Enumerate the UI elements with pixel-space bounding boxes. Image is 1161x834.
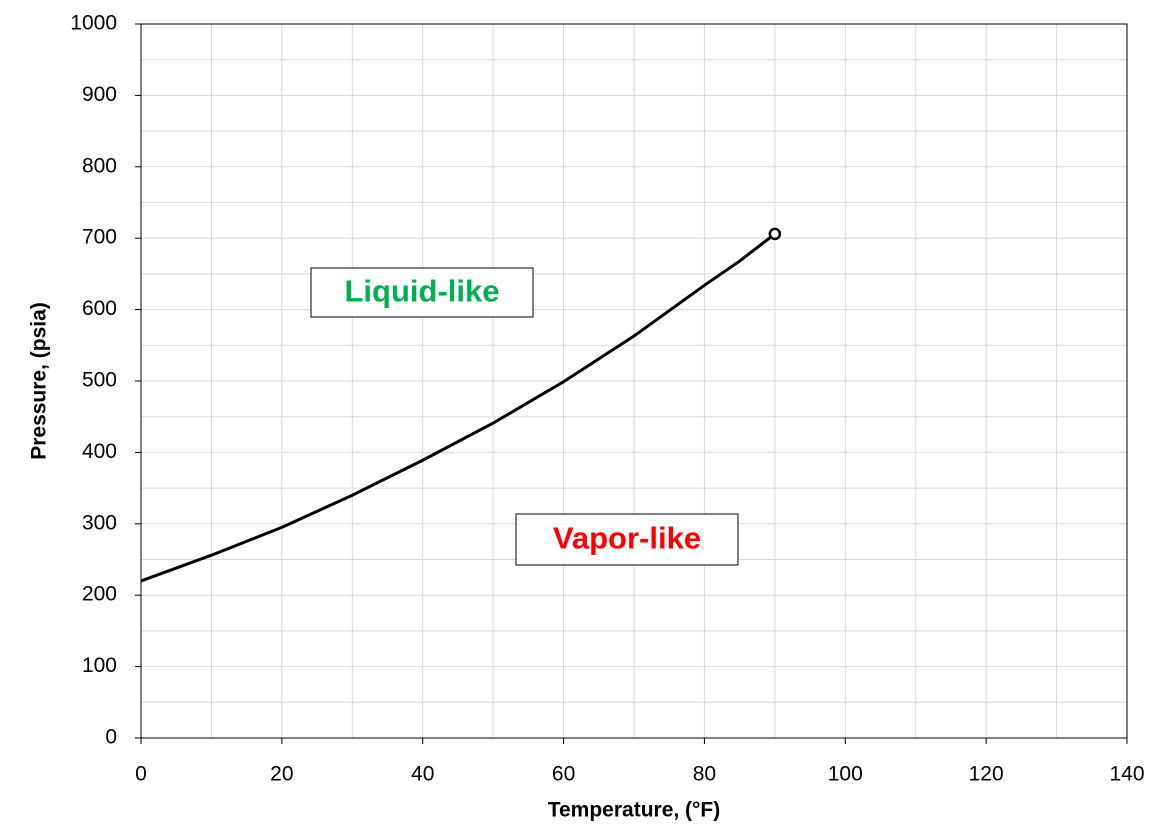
y-tick-label: 400 [82, 440, 117, 463]
y-tick-label: 300 [82, 511, 117, 534]
annotation-box [515, 513, 739, 566]
annotation: Liquid-like [345, 274, 500, 309]
end-marker [768, 227, 782, 241]
y-tick-label: 700 [82, 226, 117, 249]
x-tick-label: 60 [552, 763, 575, 786]
series-line [140, 232, 776, 583]
y-tick-label: 200 [82, 583, 117, 606]
x-tick-label: 40 [411, 763, 434, 786]
x-tick-label: 100 [828, 763, 863, 786]
y-tick-label: 800 [82, 154, 117, 177]
x-tick-label: 0 [135, 763, 147, 786]
y-tick-label: 0 [105, 726, 117, 749]
x-tick-label: 140 [1109, 763, 1144, 786]
x-tick-label: 120 [969, 763, 1004, 786]
y-tick-label: 1000 [70, 12, 117, 35]
y-tick-label: 900 [82, 83, 117, 106]
y-tick-label: 100 [82, 654, 117, 677]
y-tick-label: 600 [82, 297, 117, 320]
annotation: Vapor-like [553, 521, 701, 556]
y-tick-label: 500 [82, 369, 117, 392]
x-tick-label: 80 [693, 763, 716, 786]
y-axis-title: Pressure, (psia) [28, 302, 51, 460]
x-axis-title: Temperature, (°F) [548, 799, 721, 822]
annotation-box [310, 267, 534, 318]
plot-border [140, 23, 1128, 739]
x-tick-label: 20 [270, 763, 293, 786]
